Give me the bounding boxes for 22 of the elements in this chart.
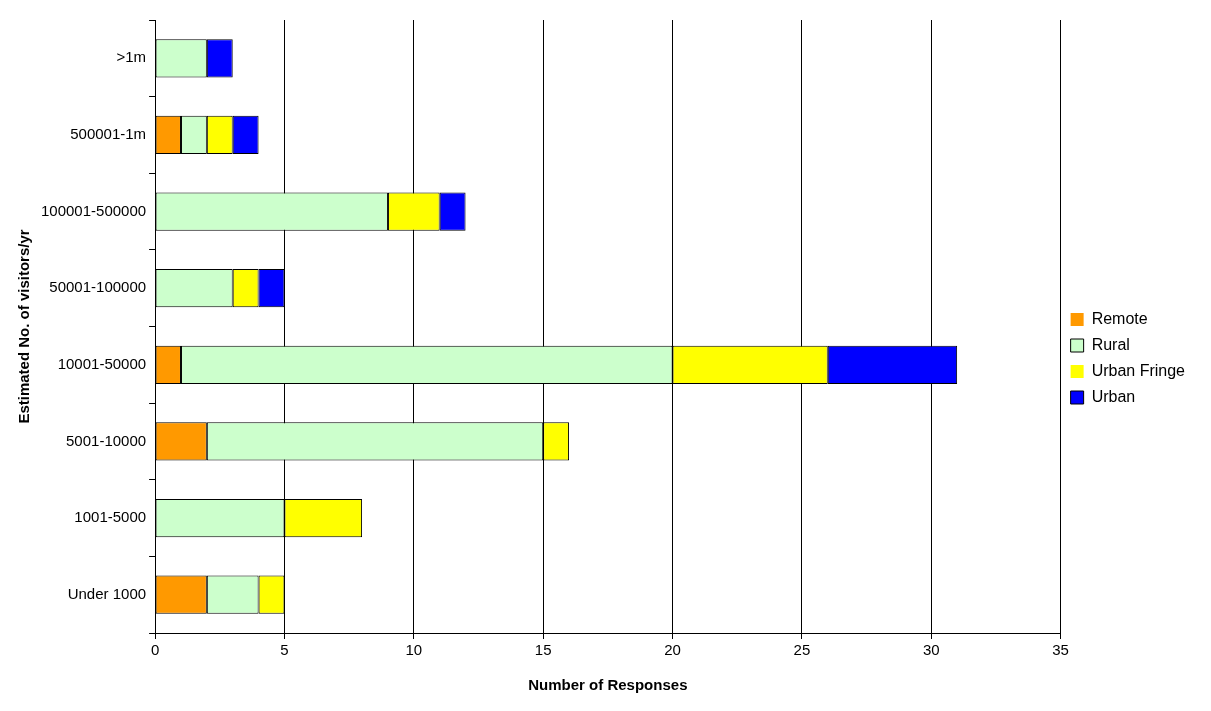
x-tick-label: 20 [664,641,681,659]
legend-label: Remote [1091,309,1148,327]
x-tick-label: 15 [534,641,552,659]
x-tick-label: 30 [922,641,940,659]
legend-label: Urban [1091,387,1136,405]
y-tick-label: 5001-10000 [66,431,147,449]
x-tick-label: 0 [150,641,160,659]
y-tick-label: 10001-50000 [57,354,147,372]
y-tick-label: 500001-1m [70,125,147,143]
y-tick-label: Under 1000 [67,584,147,602]
x-tick-label: 25 [793,641,811,659]
legend-label: Urban Fringe [1091,361,1186,379]
x-tick-label: 10 [405,641,423,659]
x-tick-label: 35 [1052,641,1069,659]
y-tick-label: 100001-500000 [40,201,147,219]
x-tick-label: 5 [280,641,289,659]
y-tick-label: 1001-5000 [74,508,147,526]
x-axis-title: Number of Responses [528,676,688,694]
y-axis-title: Estimated No. of visitors/yr [15,229,33,424]
y-tick-label: >1m [116,48,147,66]
y-tick-label: 50001-100000 [49,278,147,296]
legend-label: Rural [1091,335,1130,353]
